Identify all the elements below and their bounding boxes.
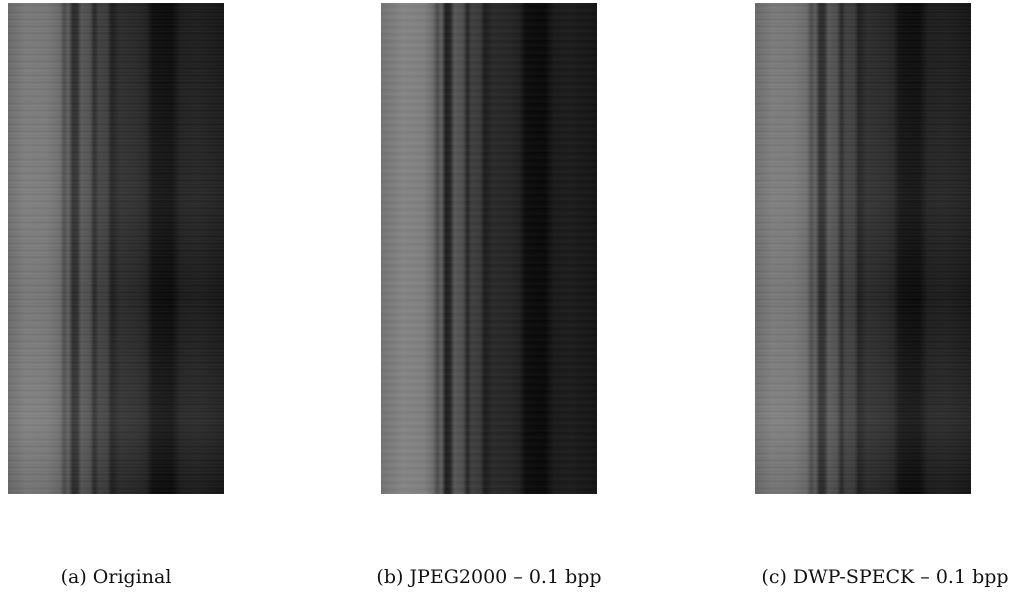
panel-image bbox=[381, 3, 597, 494]
caption: (a) Original bbox=[60, 566, 172, 588]
panel-image bbox=[755, 3, 971, 494]
panel-image bbox=[8, 3, 224, 494]
caption: (b) JPEG2000 – 0.1 bpp bbox=[376, 566, 602, 588]
caption: (c) DWP-SPECK – 0.1 bpp bbox=[761, 566, 1009, 588]
